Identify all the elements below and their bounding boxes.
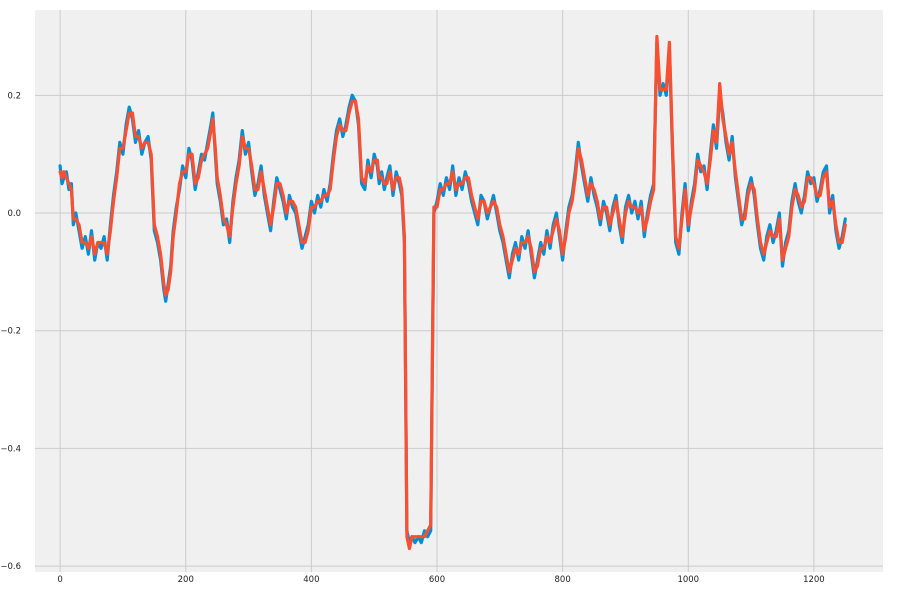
x-gridlines bbox=[59, 10, 815, 572]
x-tick-labels: 0 200 400 600 800 1000 1200 bbox=[57, 575, 824, 585]
x-tick-label: 400 bbox=[303, 575, 319, 585]
y-tick-label: −0.4 bbox=[0, 444, 21, 454]
series-line-2 bbox=[58, 34, 847, 551]
series-layer bbox=[58, 34, 847, 551]
x-tick-label: 1000 bbox=[677, 575, 699, 585]
y-tick-label: −0.2 bbox=[0, 327, 21, 337]
y-tick-label: −0.6 bbox=[0, 562, 21, 572]
x-tick-label: 0 bbox=[57, 575, 62, 585]
y-tick-labels: 0.2 0.0 −0.2 −0.4 −0.6 bbox=[0, 91, 21, 572]
plot-area bbox=[35, 10, 883, 572]
y-tick-label: 0.2 bbox=[7, 91, 21, 101]
x-tick-label: 600 bbox=[429, 575, 445, 585]
y-tick-label: 0.0 bbox=[7, 209, 21, 219]
x-tick-label: 800 bbox=[555, 575, 571, 585]
x-tick-label: 200 bbox=[178, 575, 194, 585]
x-tick-label: 1200 bbox=[803, 575, 825, 585]
